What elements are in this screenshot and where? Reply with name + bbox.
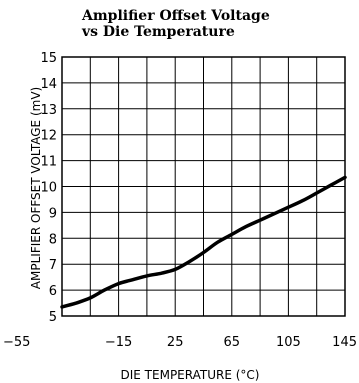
y-tick-label: 15 bbox=[40, 51, 57, 66]
chart-title-line2: vs Die Temperature bbox=[81, 24, 235, 40]
y-tick-label: 12 bbox=[40, 129, 57, 144]
y-tick-label: 9 bbox=[49, 206, 57, 221]
x-tick-label: 105 bbox=[276, 335, 301, 350]
y-tick-label: 11 bbox=[40, 155, 57, 170]
grid bbox=[62, 57, 345, 316]
x-tick-labels: −55 −15 25 65 105 145 bbox=[3, 335, 357, 350]
x-tick-label: 65 bbox=[224, 335, 241, 350]
x-axis-label: DIE TEMPERATURE (°C) bbox=[121, 368, 260, 382]
y-tick-label: 7 bbox=[49, 258, 57, 273]
offset-voltage-series-line bbox=[60, 175, 347, 309]
x-tick-label: −55 bbox=[3, 335, 30, 350]
y-tick-labels: 5 6 7 8 9 10 11 12 13 14 15 bbox=[40, 51, 57, 325]
x-tick-label: 145 bbox=[332, 335, 357, 350]
y-axis-label: AMPLIFIER OFFSET VOLTAGE (mV) bbox=[29, 87, 43, 289]
plot-frame bbox=[61, 56, 346, 317]
y-tick-label: 10 bbox=[40, 181, 57, 196]
y-tick-label: 8 bbox=[49, 232, 57, 247]
y-tick-label: 5 bbox=[49, 310, 57, 325]
chart-title-line1: Amplifier Offset Voltage bbox=[81, 8, 270, 24]
y-tick-label: 14 bbox=[40, 77, 57, 92]
x-tick-label: −15 bbox=[105, 335, 132, 350]
x-tick-label: 25 bbox=[167, 335, 184, 350]
y-tick-label: 6 bbox=[49, 284, 57, 299]
y-tick-label: 13 bbox=[40, 103, 57, 118]
